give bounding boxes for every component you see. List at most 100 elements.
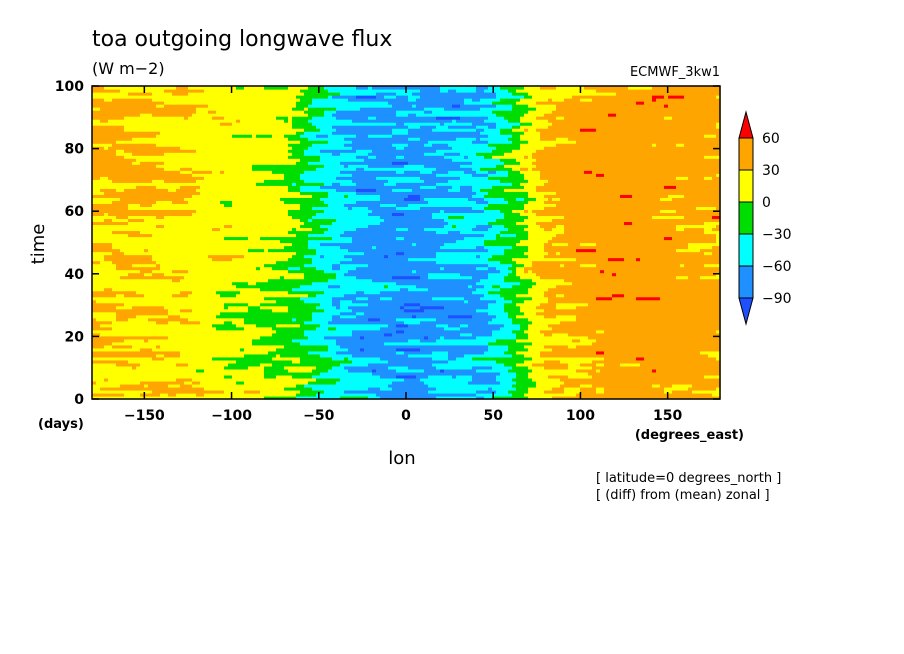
heatmap-cell [444,368,477,373]
heatmap-cell [424,227,473,232]
heatmap-cell [92,128,125,132]
heatmap-cell [464,98,473,102]
heatmap-cell [124,392,141,397]
heatmap-cell [436,173,473,177]
heatmap-cell [520,275,541,280]
heatmap-cell [236,323,257,328]
heatmap-cell [684,143,721,147]
heatmap-cell [92,326,113,331]
heatmap-cell [188,269,289,274]
heatmap-cell [244,86,265,90]
heatmap-cell [504,116,521,120]
heatmap-cell [164,353,181,358]
heatmap-cell [96,317,117,322]
heatmap-cell [520,122,533,126]
heatmap-cell [288,305,317,310]
heatmap-cell [512,134,521,138]
heatmap-cell [508,170,521,174]
heatmap-cell [604,389,665,394]
heatmap-cell [504,224,529,229]
heatmap-cell [512,104,529,108]
heatmap-cell [128,272,145,277]
heatmap-cell [580,242,597,247]
heatmap-cell [152,257,213,262]
heatmap-cell [420,206,473,210]
heatmap-cell [180,278,269,283]
heatmap-cell [676,143,685,147]
heatmap-cell [304,170,341,174]
heatmap-cell [100,176,109,180]
heatmap-cell [492,365,513,370]
heatmap-cell [448,89,457,93]
heatmap-cell [232,200,285,204]
heatmap-cell [504,164,537,168]
heatmap-cell [460,230,501,235]
heatmap-cell [448,188,461,192]
heatmap-cell [320,158,365,162]
heatmap-cell [608,113,617,117]
heatmap-cell [128,221,305,226]
heatmap-cell [212,170,221,174]
heatmap-cell [304,320,329,325]
heatmap-cell [144,293,173,298]
heatmap-cell [292,122,313,126]
heatmap-cell [196,179,265,183]
heatmap-cell [112,287,261,292]
x-tick-label: 0 [401,408,411,424]
heatmap-cell [296,233,309,238]
heatmap-cell [340,260,437,265]
heatmap-cell [472,140,489,144]
heatmap-cell [320,323,389,328]
heatmap-cell [472,98,481,102]
heatmap-cell [264,371,321,376]
heatmap-cell [508,347,529,352]
heatmap-cell [416,104,453,108]
heatmap-cell [156,134,233,138]
heatmap-cell [220,122,233,126]
heatmap-cell [564,98,581,102]
heatmap-cell [256,266,261,271]
heatmap-cell [528,110,553,114]
heatmap-cell [396,170,405,174]
heatmap-cell [92,257,105,262]
heatmap-cell [140,347,153,352]
heatmap-cell [92,368,197,373]
heatmap-cell [532,122,553,126]
heatmap-cell [156,260,277,265]
heatmap-cell [344,194,349,198]
heatmap-cell [532,278,565,283]
heatmap-cell [568,362,581,367]
heatmap-cell [604,350,701,355]
heatmap-cell [424,197,469,201]
heatmap-cell [92,338,125,343]
heatmap-cell [456,374,473,379]
heatmap-cell [544,248,577,253]
heatmap-cell [344,293,485,298]
heatmap-cell [132,263,157,268]
heatmap-cell [616,113,721,117]
heatmap-cell [92,278,173,283]
heatmap-cell [440,368,445,373]
heatmap-cell [536,101,637,105]
heatmap-cell [528,287,549,292]
y-tick-label: 40 [65,267,85,283]
heatmap-cell [368,395,381,400]
heatmap-cell [576,368,597,373]
heatmap-cell [368,386,381,391]
heatmap-cell [368,155,377,159]
heatmap-cell [352,173,437,177]
heatmap-cell [92,287,105,292]
heatmap-cell [556,251,561,256]
heatmap-cell [412,188,449,192]
heatmap-cell [412,269,417,274]
heatmap-cell [124,155,289,159]
heatmap-cell [264,248,269,253]
heatmap-cell [544,227,553,232]
heatmap-cell [368,134,393,138]
heatmap-cell [488,257,513,262]
heatmap-cell [448,179,501,183]
heatmap-cell [116,188,125,192]
heatmap-cell [272,362,341,367]
heatmap-cell [564,215,653,220]
heatmap-cell [556,293,565,298]
